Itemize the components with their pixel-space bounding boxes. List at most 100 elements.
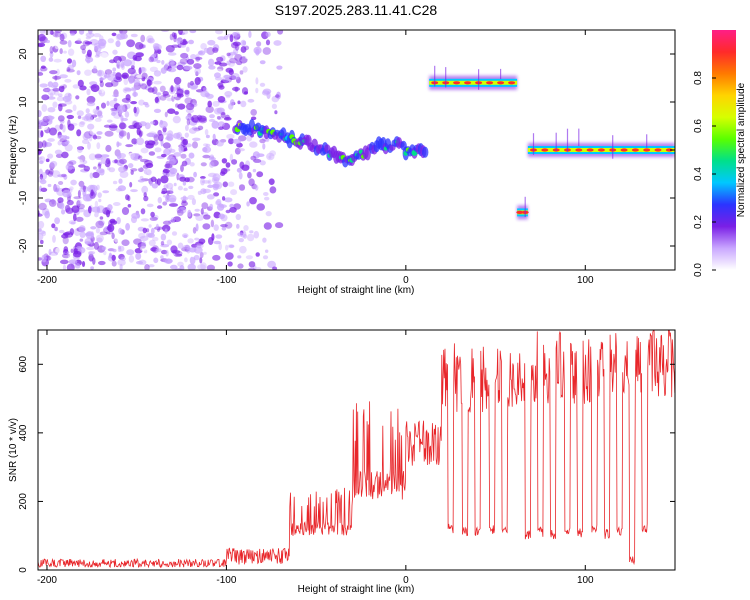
noise-blob [246, 233, 255, 242]
noise-blob [94, 200, 99, 208]
noise-blob [187, 238, 194, 244]
noise-blob [41, 230, 47, 237]
noise-blob [49, 51, 54, 58]
noise-blob [67, 58, 72, 64]
noise-blob [62, 189, 71, 198]
noise-blob [90, 231, 95, 239]
noise-blob [229, 207, 237, 213]
noise-blob [239, 70, 244, 75]
noise-blob [78, 180, 85, 187]
noise-blob [159, 85, 166, 93]
noise-blob [213, 192, 220, 197]
noise-blob [54, 149, 63, 155]
noise-blob [117, 259, 126, 266]
noise-blob [116, 217, 121, 225]
noise-blob [126, 39, 135, 48]
noise-blob [191, 198, 196, 206]
noise-blob [147, 87, 155, 93]
noise-blob [188, 185, 194, 190]
noise-blob [155, 92, 162, 96]
noise-blob [216, 140, 224, 147]
noise-blob [133, 90, 137, 98]
noise-blob [159, 119, 164, 125]
noise-blob [262, 255, 269, 260]
noise-blob [212, 133, 216, 141]
noise-blob [192, 137, 201, 141]
noise-blob [90, 84, 100, 93]
noise-blob [223, 117, 232, 121]
noise-blob [234, 54, 243, 62]
snr-x-tick-label: 0 [403, 575, 409, 586]
noise-blob [58, 181, 64, 185]
noise-blob [156, 178, 161, 186]
noise-blob [96, 106, 100, 111]
noise-blob [222, 196, 226, 201]
noise-blob [229, 244, 235, 248]
noise-blob [88, 153, 97, 161]
noise-blob [154, 178, 159, 185]
noise-blob [266, 152, 275, 161]
noise-blob [157, 197, 162, 204]
noise-blob [134, 104, 140, 108]
noise-blob [253, 230, 260, 239]
noise-blob [49, 251, 58, 256]
noise-blob [164, 163, 173, 169]
noise-blob [192, 227, 197, 234]
noise-blob [114, 159, 118, 164]
noise-blob [226, 133, 235, 140]
noise-blob [259, 60, 266, 65]
carrier-line-peak [541, 148, 549, 152]
noise-blob [164, 228, 168, 234]
noise-blob [88, 251, 94, 256]
spectrogram-x-tick-label: 100 [577, 275, 594, 286]
noise-blob [81, 48, 86, 55]
noise-blob [107, 38, 115, 44]
noise-blob [225, 209, 231, 214]
noise-blob [162, 224, 171, 232]
noise-blob [100, 154, 110, 158]
noise-blob [98, 198, 102, 203]
noise-blob [81, 116, 86, 121]
noise-blob [49, 70, 58, 75]
noise-blob [245, 56, 254, 60]
noise-blob [66, 67, 71, 72]
spectrogram-y-tick-label: -10 [18, 190, 29, 205]
noise-blob [89, 39, 99, 46]
noise-blob [154, 147, 162, 153]
noise-blob [163, 133, 168, 137]
noise-blob [97, 114, 104, 119]
noise-blob [197, 190, 202, 195]
spectrogram-y-tick-label: -20 [18, 238, 29, 253]
noise-blob [96, 184, 100, 191]
noise-blob [57, 82, 64, 87]
noise-blob [236, 60, 243, 66]
noise-blob [62, 232, 71, 236]
carrier-line-peak [575, 148, 583, 152]
noise-blob [256, 153, 265, 157]
noise-blob [99, 77, 105, 81]
noise-blob [198, 115, 207, 122]
noise-blob [176, 64, 184, 71]
noise-blob [112, 248, 117, 253]
carrier-line-peak [631, 148, 639, 152]
noise-blob [213, 68, 223, 73]
noise-blob [94, 117, 102, 122]
noise-blob [144, 264, 150, 270]
noise-blob [112, 180, 118, 185]
noise-blob [267, 260, 276, 269]
noise-blob [158, 133, 164, 142]
upper-line-peak [497, 81, 505, 85]
noise-blob [66, 114, 75, 120]
noise-blob [205, 143, 211, 148]
noise-blob [157, 205, 163, 209]
noise-blob [78, 159, 83, 165]
noise-blob [119, 130, 127, 137]
snr-y-tick-label: 600 [18, 356, 29, 373]
noise-blob [47, 81, 54, 88]
noise-blob [184, 89, 190, 95]
noise-blob [137, 179, 145, 183]
noise-blob [234, 147, 241, 155]
noise-blob [200, 188, 207, 195]
noise-blob [134, 42, 144, 50]
